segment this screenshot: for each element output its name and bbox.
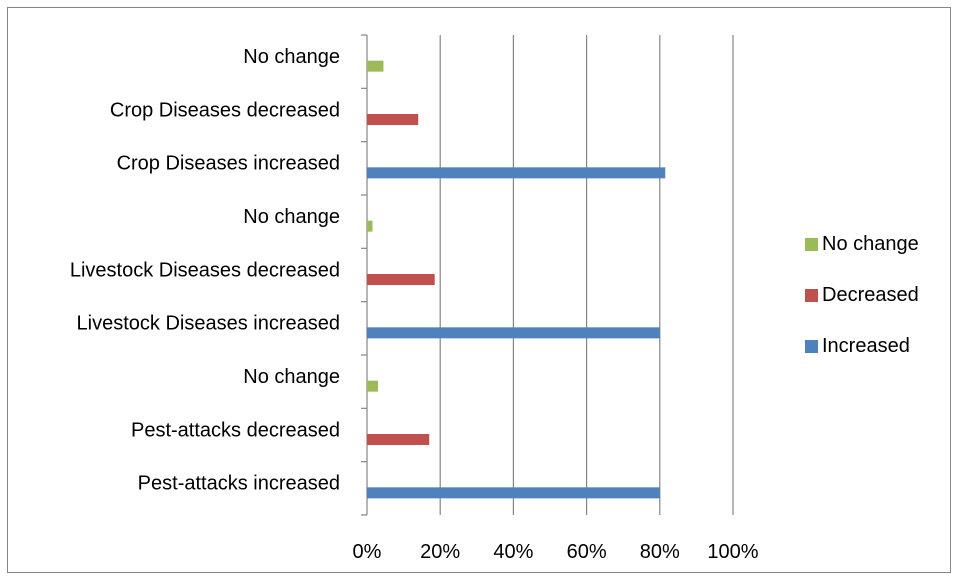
category-labels: Pest-attacks increased Pest-attacks decre… — [70, 46, 340, 495]
legend-swatch — [805, 238, 818, 251]
legend-label: Decreased — [822, 284, 919, 306]
bar — [367, 274, 435, 285]
bar — [367, 114, 419, 125]
bar — [367, 380, 378, 392]
bar — [367, 167, 666, 179]
x-tick-label: 20% — [420, 541, 460, 563]
chart-border — [7, 7, 951, 573]
legend-label: No change — [822, 233, 919, 255]
bar — [367, 487, 660, 499]
x-tick-label: 100% — [707, 541, 758, 563]
legend-swatch — [805, 289, 818, 302]
category-label: No change — [243, 46, 340, 68]
category-label: Crop Diseases decreased — [110, 99, 340, 121]
legend-label: Increased — [822, 335, 910, 357]
legend-swatch — [805, 340, 818, 353]
bar — [367, 60, 384, 72]
x-tick-label: 60% — [567, 541, 607, 563]
category-label: Pest-attacks decreased — [131, 419, 340, 441]
bar — [367, 434, 430, 445]
x-tick-label: 40% — [493, 541, 533, 563]
bars — [367, 60, 666, 499]
x-tick-label: 80% — [640, 541, 680, 563]
legend: No change Decreased Increased — [805, 233, 919, 357]
category-label: Crop Diseases increased — [117, 153, 340, 175]
category-label: Pest-attacks increased — [138, 473, 340, 495]
category-label: Livestock Diseases increased — [77, 313, 340, 335]
gridlines — [439, 35, 734, 515]
bar — [367, 220, 373, 232]
x-tick-labels: 0% 20% 40% 60% 80% 100% — [353, 541, 759, 563]
x-tick-label: 0% — [353, 541, 382, 563]
category-label: Livestock Diseases decreased — [70, 259, 340, 281]
category-label: No change — [243, 366, 340, 388]
category-label: No change — [243, 206, 340, 228]
bar — [367, 327, 660, 339]
